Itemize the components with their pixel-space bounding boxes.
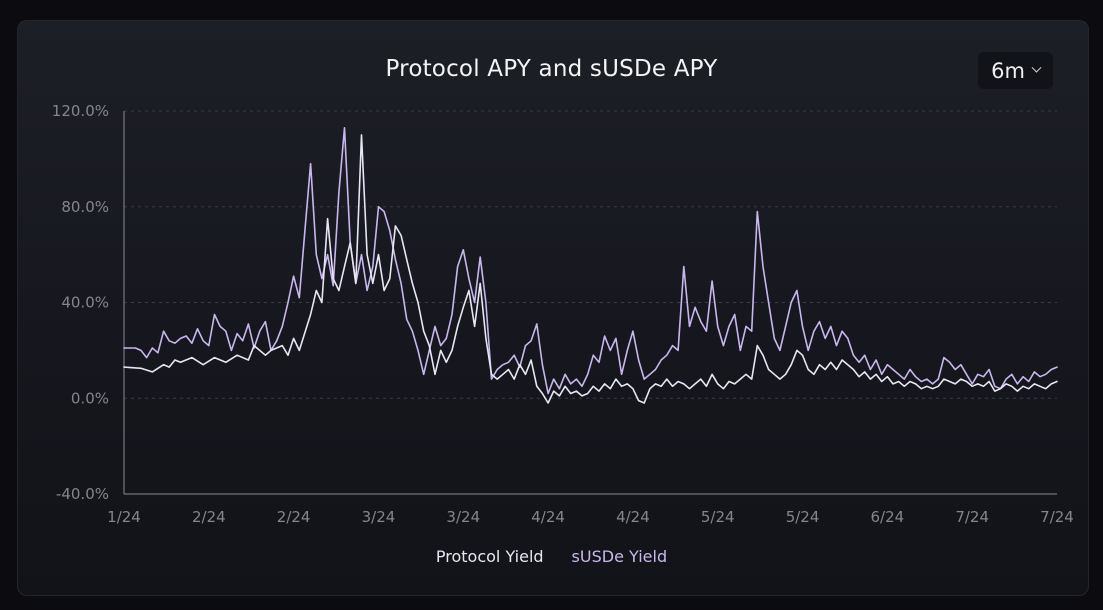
chart-card [17,20,1089,596]
x-tick-label: 4/24 [531,508,565,526]
time-range-value: 6m [991,58,1025,83]
y-tick-label: 0.0% [71,389,109,407]
time-range-dropdown[interactable]: 6m [978,52,1053,89]
x-tick-label: 3/24 [446,508,480,526]
susde-yield-line [123,127,1058,395]
grid-layer [124,110,1057,399]
y-tick-label: 40.0% [61,294,109,312]
legend-item-protocol-yield[interactable]: Protocol Yield [435,547,544,566]
x-tick-label: 7/24 [1040,508,1074,526]
x-tick-label: 2/24 [277,508,311,526]
y-tick-label: 80.0% [61,198,109,216]
protocol-yield-line [123,134,1058,404]
x-tick-label: 7/24 [955,508,989,526]
chart-legend: Protocol Yield sUSDe Yield [0,547,1103,566]
x-tick-label: 1/24 [107,508,141,526]
chart-title: Protocol APY and sUSDe APY [385,56,718,82]
x-tick-label: 5/24 [786,508,820,526]
y-tick-label: -40.0% [56,485,109,503]
axis-layer [123,111,1057,495]
x-tick-label: 2/24 [192,508,226,526]
x-tick-label: 4/24 [616,508,650,526]
y-tick-label: 120.0% [52,102,109,120]
x-tick-label: 3/24 [362,508,396,526]
x-tick-label: 5/24 [701,508,735,526]
tick-label-layer: 120.0% 80.0% 40.0% 0.0% -40.0% 1/24 2/24 2/24 3/… [52,102,1074,526]
x-tick-label: 6/24 [871,508,905,526]
legend-item-susde-yield[interactable]: sUSDe Yield [571,547,668,566]
series-layer [123,127,1058,404]
